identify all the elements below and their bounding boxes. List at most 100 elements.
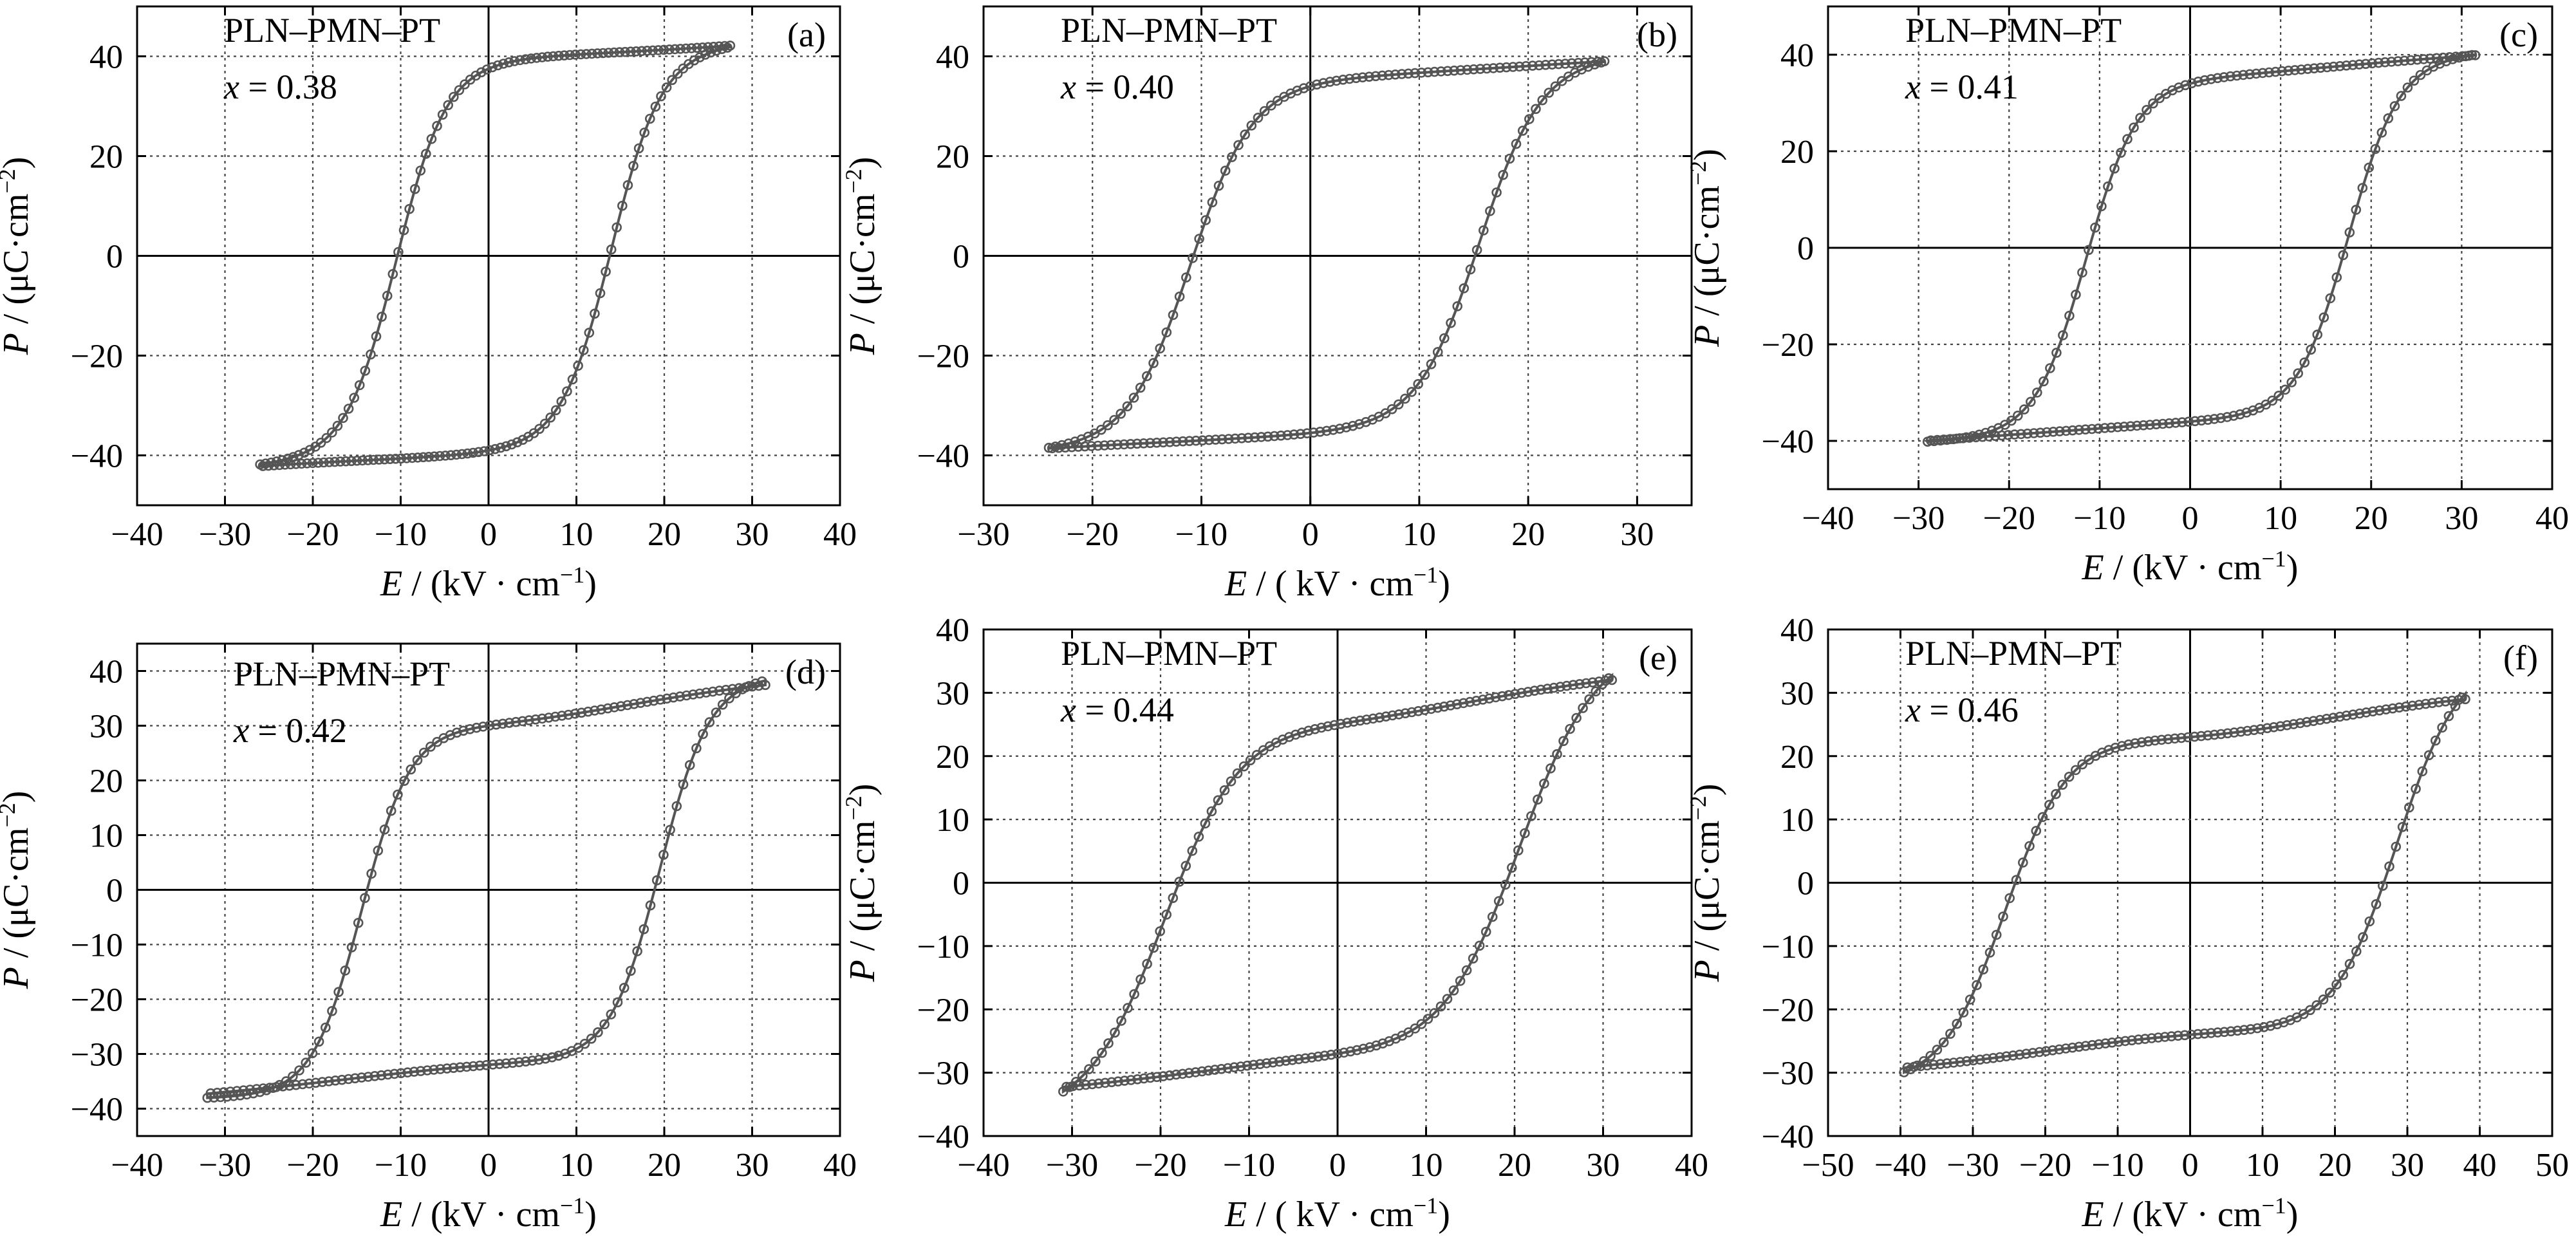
data-point bbox=[420, 149, 431, 159]
data-point bbox=[2393, 56, 2403, 66]
data-point bbox=[301, 1057, 312, 1068]
data-point bbox=[695, 688, 705, 699]
data-point bbox=[443, 100, 454, 111]
data-point bbox=[1109, 415, 1119, 425]
data-point bbox=[484, 720, 495, 731]
y-tick-label: 0 bbox=[1797, 866, 1814, 902]
data-point bbox=[559, 50, 570, 61]
data-point bbox=[1125, 438, 1136, 449]
data-point bbox=[1354, 419, 1365, 429]
data-point bbox=[1233, 140, 1244, 151]
data-point bbox=[1282, 430, 1293, 440]
data-point bbox=[2127, 1035, 2137, 1046]
data-point bbox=[385, 454, 395, 465]
data-point bbox=[2042, 427, 2052, 438]
y-tick-label: −20 bbox=[71, 339, 123, 375]
data-point bbox=[2189, 731, 2200, 742]
data-point bbox=[1139, 1073, 1149, 1084]
data-point bbox=[1347, 420, 1358, 431]
data-point bbox=[343, 1074, 354, 1085]
data-point bbox=[2288, 719, 2299, 729]
data-point bbox=[579, 1038, 590, 1049]
data-point bbox=[369, 1071, 380, 1081]
data-point bbox=[599, 1019, 610, 1030]
chart-panel-e: −40 −30 −20 −10 0 10 20 30 40 −40 −30 −20 −10 0 10 20 30… bbox=[841, 612, 1708, 1234]
data-point bbox=[1344, 73, 1355, 84]
data-point bbox=[2169, 733, 2180, 744]
data-point bbox=[1312, 79, 1322, 90]
data-point bbox=[1560, 59, 1571, 69]
loop-curve bbox=[1926, 53, 2477, 443]
data-point bbox=[1550, 81, 1561, 91]
data-point bbox=[351, 455, 362, 466]
data-point bbox=[1092, 440, 1103, 451]
data-point bbox=[1298, 83, 1309, 93]
data-point bbox=[465, 724, 475, 734]
data-point bbox=[1262, 431, 1273, 442]
x-axis-unit: / (kV · cm bbox=[2104, 1195, 2262, 1234]
data-point bbox=[2044, 799, 2055, 810]
data-point bbox=[422, 1065, 433, 1076]
x-tick-label: −30 bbox=[199, 516, 251, 553]
data-point bbox=[2467, 50, 2478, 61]
data-point bbox=[2437, 722, 2447, 733]
data-point bbox=[1524, 114, 1535, 124]
data-point bbox=[614, 47, 625, 57]
data-point bbox=[526, 53, 536, 64]
data-point bbox=[1429, 1008, 1440, 1018]
data-point bbox=[1439, 333, 1450, 344]
data-point bbox=[1501, 62, 1512, 73]
data-point bbox=[1504, 153, 1515, 164]
data-point bbox=[1336, 718, 1346, 729]
data-point bbox=[617, 200, 628, 211]
data-point bbox=[593, 1027, 603, 1038]
data-point bbox=[1073, 442, 1083, 452]
data-point bbox=[2125, 421, 2136, 432]
x-tick-label: −20 bbox=[2019, 1147, 2071, 1184]
data-point bbox=[340, 965, 351, 976]
data-point bbox=[1386, 404, 1397, 415]
data-point bbox=[1984, 947, 1995, 958]
data-point bbox=[1991, 929, 2002, 940]
data-point bbox=[1491, 187, 1502, 198]
data-point bbox=[586, 48, 597, 59]
data-point bbox=[2302, 717, 2312, 727]
data-point bbox=[1132, 1074, 1143, 1085]
data-point bbox=[1135, 382, 1146, 393]
data-point bbox=[2103, 181, 2113, 192]
data-point bbox=[2295, 718, 2306, 729]
data-point bbox=[1544, 88, 1554, 98]
data-point bbox=[2394, 702, 2405, 713]
data-point bbox=[1289, 429, 1300, 440]
data-point bbox=[1358, 72, 1368, 82]
data-point bbox=[2270, 66, 2281, 77]
data-point bbox=[639, 924, 649, 935]
data-point bbox=[296, 458, 307, 469]
data-point bbox=[2183, 732, 2193, 743]
data-point bbox=[302, 458, 312, 469]
data-point bbox=[2010, 429, 2020, 440]
data-point bbox=[1517, 687, 1527, 698]
y-tick-label: 40 bbox=[1780, 612, 1814, 649]
data-point bbox=[2411, 783, 2421, 794]
data-point bbox=[691, 743, 702, 754]
data-point bbox=[1358, 1043, 1368, 1054]
data-point bbox=[366, 868, 377, 879]
data-point bbox=[2110, 743, 2121, 753]
data-point bbox=[515, 55, 525, 66]
data-point bbox=[1542, 684, 1553, 694]
data-point bbox=[1148, 358, 1159, 368]
data-point bbox=[297, 1079, 308, 1090]
data-point bbox=[1100, 1077, 1110, 1088]
y-tick-label: 10 bbox=[89, 818, 123, 855]
data-point bbox=[396, 453, 407, 464]
data-point bbox=[307, 1048, 318, 1059]
data-point bbox=[583, 706, 593, 717]
data-point bbox=[1952, 1018, 1962, 1029]
data-point bbox=[356, 1072, 367, 1083]
data-point bbox=[509, 56, 520, 66]
data-point bbox=[602, 703, 613, 714]
data-point bbox=[597, 48, 608, 59]
data-point bbox=[299, 447, 310, 458]
x-symbol: x bbox=[1060, 68, 1085, 106]
